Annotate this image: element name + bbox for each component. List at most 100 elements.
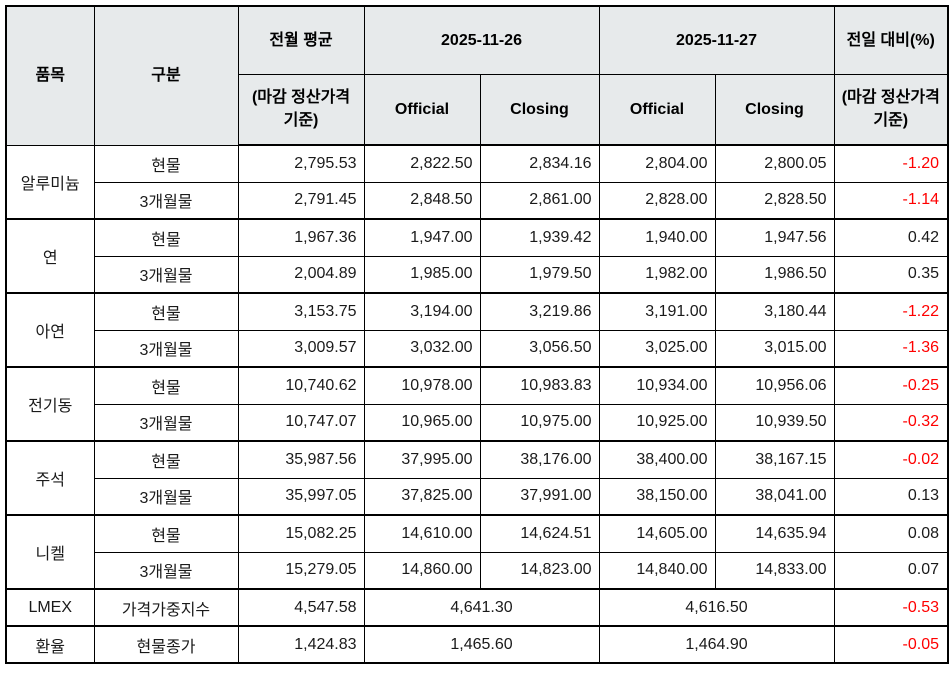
table-row: 알루미늄 현물 2,795.53 2,822.50 2,834.16 2,804.00 2,… [5,144,949,220]
closing-1126-value: 14,823.00 [479,551,600,590]
item-name: 니켈 [5,514,95,590]
official-1126-value: 2,822.50 [363,144,481,183]
change-value: 0.07 [833,551,949,590]
lme-price-table: 품목 구분 전월 평균 2025-11-26 2025-11-27 전일 대비(… [5,5,949,664]
official-1126-value: 14,860.00 [363,551,481,590]
official-1127-value: 2,828.00 [598,181,716,220]
value-1127: 4,616.50 [598,588,835,627]
closing-1127-value: 14,635.94 [714,514,835,553]
official-1127-value: 1,982.00 [598,255,716,294]
change-value: -1.14 [833,181,949,220]
closing-1127-value: 38,167.15 [714,440,835,479]
prev-avg-value: 3,153.75 [237,292,365,331]
category-label: 현물종가 [93,625,239,664]
header-closing-1126: Closing [479,73,600,146]
prev-avg-value: 15,082.25 [237,514,365,553]
category-label: 현물 [93,292,239,331]
change-value: -0.05 [833,625,949,664]
change-value: -0.25 [833,366,949,405]
change-value: -1.22 [833,292,949,331]
table-row: 연 현물 1,967.36 1,947.00 1,939.42 1,940.00 1,947… [5,218,949,294]
category-label: 현물 [93,144,239,183]
header-prev-avg-note: (마감 정산가격 기준) [237,73,365,146]
official-1127-value: 2,804.00 [598,144,716,183]
category-label: 3개월물 [93,477,239,516]
closing-1126-value: 2,834.16 [479,144,600,183]
value-1126: 4,641.30 [363,588,600,627]
table-row: 3개월물 3,009.57 3,032.00 3,056.50 3,025.00 3,01… [6,329,949,368]
item-name: 알루미늄 [5,144,95,220]
table-row: 주석 현물 35,987.56 37,995.00 38,176.00 38,400.00… [5,440,949,516]
item-name: 연 [5,218,95,294]
prev-avg-value: 2,004.89 [237,255,365,294]
official-1127-value: 38,400.00 [598,440,716,479]
official-1127-value: 10,925.00 [598,403,716,442]
table-row: 3개월물 2,791.45 2,848.50 2,861.00 2,828.00 2,82… [6,181,949,220]
header-category: 구분 [93,5,239,146]
official-1127-value: 14,840.00 [598,551,716,590]
closing-1127-value: 2,800.05 [714,144,835,183]
official-1126-value: 3,032.00 [363,329,481,368]
value-1127: 1,464.90 [598,625,835,664]
closing-1126-value: 10,975.00 [479,403,600,442]
prev-avg-value: 1,424.83 [237,625,365,664]
summary-row: LMEX 가격가중지수 4,547.58 4,641.30 4,616.50 -0.53 [5,588,949,627]
table-row: 3개월물 35,997.05 37,825.00 37,991.00 38,150.00… [6,477,949,516]
prev-avg-value: 10,740.62 [237,366,365,405]
prev-avg-value: 35,997.05 [237,477,365,516]
closing-1126-value: 10,983.83 [479,366,600,405]
official-1126-value: 2,848.50 [363,181,481,220]
change-value: 0.13 [833,477,949,516]
item-name: 아연 [5,292,95,368]
official-1126-value: 1,947.00 [363,218,481,257]
prev-avg-value: 4,547.58 [237,588,365,627]
closing-1126-value: 3,056.50 [479,329,600,368]
official-1126-value: 1,985.00 [363,255,481,294]
closing-1127-value: 3,015.00 [714,329,835,368]
category-label: 현물 [93,366,239,405]
table-body: 알루미늄 현물 2,795.53 2,822.50 2,834.16 2,804.00 2,… [5,144,949,664]
closing-1126-value: 1,939.42 [479,218,600,257]
closing-1126-value: 38,176.00 [479,440,600,479]
table-row: 니켈 현물 15,082.25 14,610.00 14,624.51 14,605.00… [5,514,949,590]
change-value: -1.20 [833,144,949,183]
category-label: 현물 [93,218,239,257]
closing-1127-value: 10,939.50 [714,403,835,442]
category-label: 3개월물 [93,181,239,220]
header-item: 품목 [5,5,95,146]
prev-avg-value: 2,795.53 [237,144,365,183]
header-row-2: (마감 정산가격 기준) Official Closing Official C… [6,73,949,146]
closing-1127-value: 3,180.44 [714,292,835,331]
closing-1126-value: 2,861.00 [479,181,600,220]
category-label: 가격가중지수 [93,588,239,627]
header-prev-avg: 전월 평균 [237,5,365,75]
value-1126: 1,465.60 [363,625,600,664]
table-header: 품목 구분 전월 평균 2025-11-26 2025-11-27 전일 대비(… [5,5,949,146]
header-official-1126: Official [363,73,481,146]
header-date-1127: 2025-11-27 [598,5,835,75]
change-value: -0.32 [833,403,949,442]
header-row-1: 품목 구분 전월 평균 2025-11-26 2025-11-27 전일 대비(… [5,5,949,146]
prev-avg-value: 35,987.56 [237,440,365,479]
closing-1126-value: 1,979.50 [479,255,600,294]
official-1127-value: 14,605.00 [598,514,716,553]
header-date-1126: 2025-11-26 [363,5,600,75]
category-label: 3개월물 [93,329,239,368]
category-label: 현물 [93,514,239,553]
official-1127-value: 3,191.00 [598,292,716,331]
header-closing-1127: Closing [714,73,835,146]
closing-1126-value: 37,991.00 [479,477,600,516]
official-1126-value: 3,194.00 [363,292,481,331]
closing-1126-value: 3,219.86 [479,292,600,331]
closing-1127-value: 14,833.00 [714,551,835,590]
prev-avg-value: 1,967.36 [237,218,365,257]
header-official-1127: Official [598,73,716,146]
prev-avg-value: 15,279.05 [237,551,365,590]
change-value: -0.02 [833,440,949,479]
header-change-note: (마감 정산가격 기준) [833,73,949,146]
prev-avg-value: 10,747.07 [237,403,365,442]
change-value: 0.35 [833,255,949,294]
change-value: -0.53 [833,588,949,627]
table-row: 3개월물 10,747.07 10,965.00 10,975.00 10,925.00… [6,403,949,442]
